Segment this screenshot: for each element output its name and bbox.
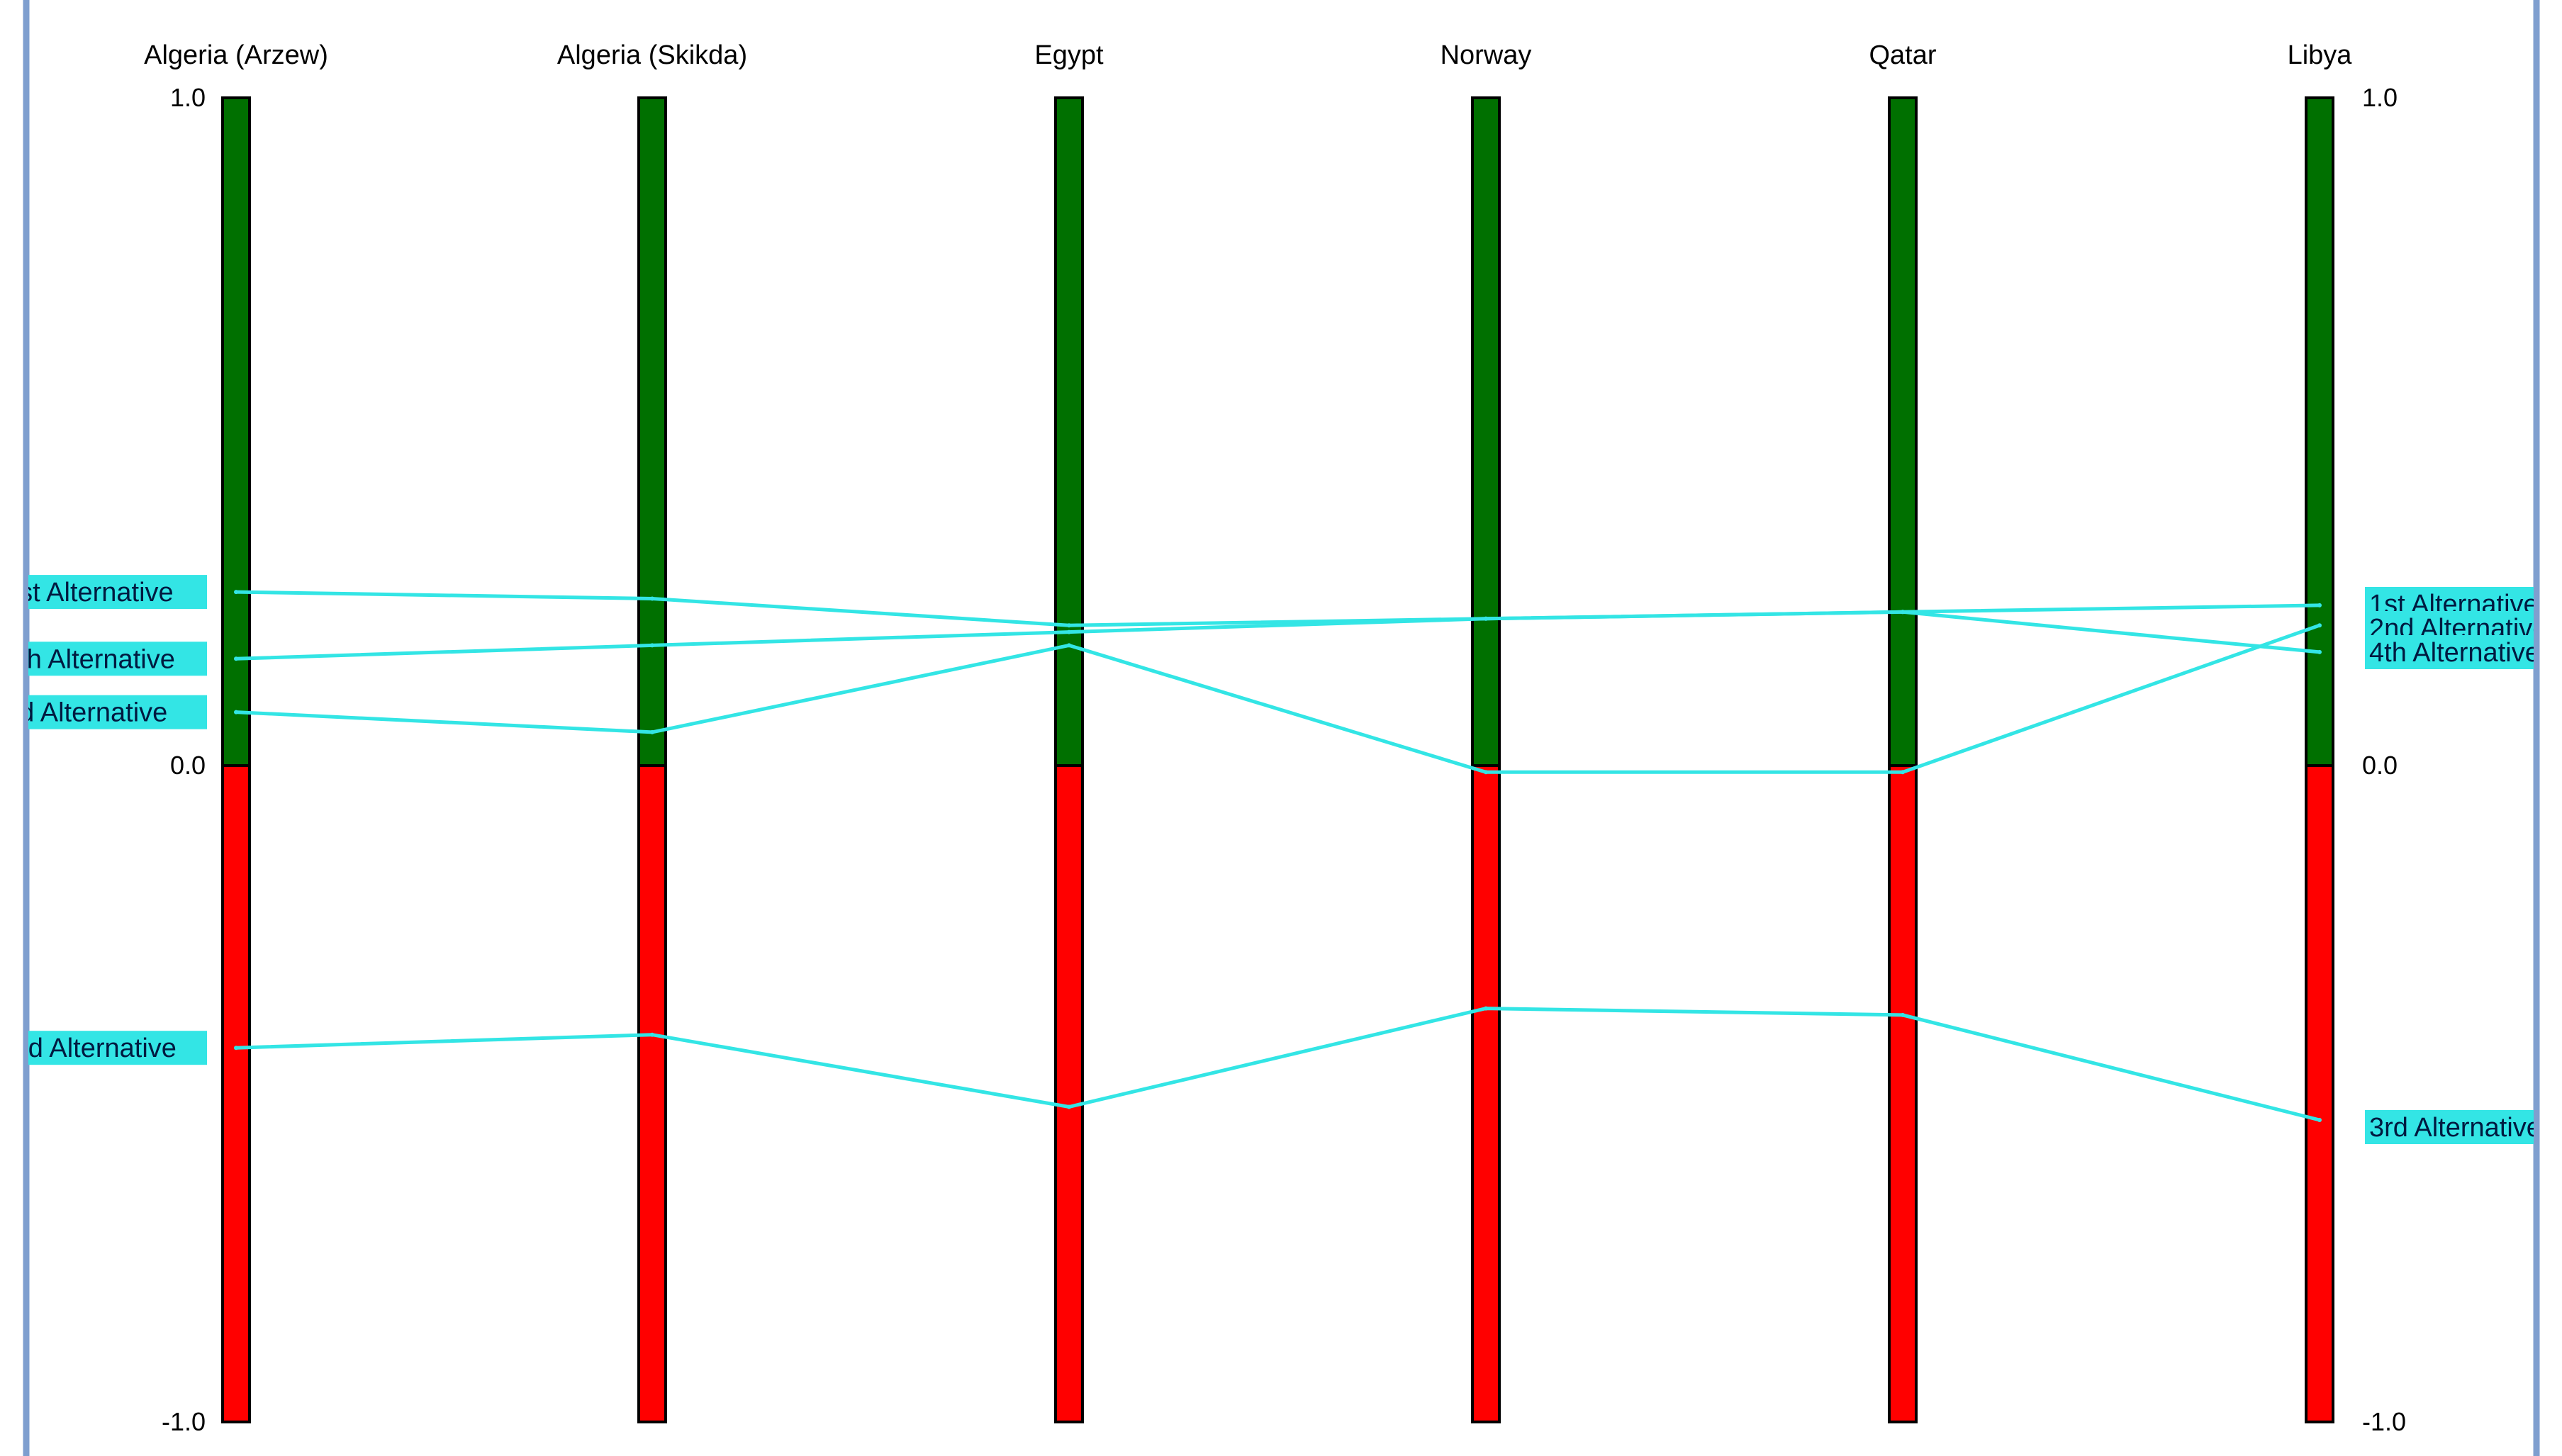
left-label-1st-alternative-box: [28, 575, 207, 610]
y-tick-left: -1.0: [162, 1407, 206, 1436]
left-label-4th-alternative-box: [28, 642, 207, 676]
series-point-1st-alternative: [2317, 603, 2322, 607]
right-label-4th-alternative: 4th Alternative: [2369, 638, 2540, 668]
criterion-label-libya: Libya: [2288, 40, 2353, 70]
axis-negative-bar-algeria-skikda: [637, 764, 667, 1423]
y-tick-left: 1.0: [170, 83, 206, 112]
left-label-4th-alternative: 4th Alternative: [4, 644, 175, 674]
series-point-2nd-alternative: [2317, 623, 2322, 628]
y-tick-right: 0.0: [2362, 751, 2398, 780]
criterion-label-algeria-skikda: Algeria (Skikda): [557, 40, 747, 70]
y-tick-right: -1.0: [2362, 1407, 2406, 1436]
criterion-label-norway: Norway: [1441, 40, 1532, 70]
series-point-2nd-alternative: [1901, 770, 1905, 775]
series-point-3rd-alternative: [234, 1046, 238, 1051]
series-point-1st-alternative: [234, 590, 238, 595]
left-label-3rd-alternative-box: [28, 1031, 207, 1065]
series-point-4th-alternative: [2317, 649, 2322, 654]
criterion-label-egypt: Egypt: [1034, 40, 1104, 70]
axis-positive-bar-egypt: [1054, 96, 1084, 767]
series-point-3rd-alternative: [1901, 1012, 1905, 1017]
axis-positive-bar-algeria-skikda: [637, 96, 667, 767]
series-point-3rd-alternative: [2317, 1118, 2322, 1122]
series-line-1st-alternative: [235, 590, 2320, 627]
left-label-3rd-alternative: 3rd Alternative: [4, 1034, 177, 1063]
y-tick-right: 1.0: [2362, 83, 2398, 112]
series-line-4th-alternative: [235, 610, 2320, 661]
right-label-3rd-alternative-box: [2365, 1110, 2534, 1144]
series-point-4th-alternative: [234, 656, 238, 661]
series-point-4th-alternative: [1484, 616, 1488, 621]
right-label-3rd-alternative: 3rd Alternative: [2369, 1113, 2541, 1143]
series-point-2nd-alternative: [1067, 643, 1071, 648]
series-point-4th-alternative: [1901, 610, 1905, 615]
series-point-1st-alternative: [1067, 623, 1071, 628]
left-label-group: 1st Alternative 4th Alternative nd Alterna…: [4, 575, 207, 1065]
axis-negative-bar-libya: [2305, 764, 2334, 1423]
series-point-4th-alternative: [1067, 629, 1071, 634]
axis-negative-bar-egypt: [1054, 764, 1084, 1423]
left-label-nd-alternative: nd Alternative: [4, 698, 167, 728]
series-point-4th-alternative: [650, 643, 654, 648]
right-label-4th-alternative-box: [2365, 635, 2534, 669]
criterion-label-algeria-arzew: Algeria (Arzew): [144, 40, 328, 70]
axis-negative-bar-norway: [1471, 764, 1501, 1423]
axis-positive-bar-libya: [2305, 96, 2334, 767]
series-point-2nd-alternative: [1484, 770, 1488, 775]
axis-positive-bar-norway: [1471, 96, 1501, 767]
series-line-3rd-alternative: [235, 1007, 2320, 1122]
y-tick-left: 0.0: [170, 751, 206, 780]
series-point-1st-alternative: [650, 596, 654, 601]
series-point-2nd-alternative: [650, 729, 654, 734]
series-point-2nd-alternative: [234, 710, 238, 715]
series-line-2nd-alternative: [235, 623, 2320, 774]
series-point-3rd-alternative: [1067, 1104, 1071, 1109]
left-label-1st-alternative: 1st Alternative: [4, 578, 174, 607]
series-point-3rd-alternative: [1484, 1006, 1488, 1011]
series-point-3rd-alternative: [650, 1032, 654, 1037]
criterion-label-qatar: Qatar: [1869, 40, 1936, 70]
axis-positive-bar-algeria-arzew: [221, 96, 251, 767]
axis-negative-bar-algeria-arzew: [221, 764, 251, 1423]
left-label-nd-alternative-box: [28, 695, 207, 729]
axis-negative-bar-qatar: [1888, 764, 1918, 1423]
axis-positive-bar-qatar: [1888, 96, 1918, 767]
